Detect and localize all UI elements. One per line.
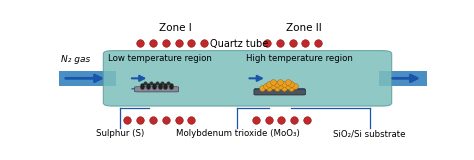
FancyBboxPatch shape: [103, 51, 392, 106]
Text: Low temperature region: Low temperature region: [109, 53, 212, 63]
Text: SiO₂/Si substrate: SiO₂/Si substrate: [333, 129, 406, 138]
Text: Zone I: Zone I: [159, 23, 191, 33]
Text: High temperature region: High temperature region: [246, 53, 353, 63]
Text: Zone II: Zone II: [286, 23, 321, 33]
Bar: [379, 71, 427, 86]
FancyBboxPatch shape: [135, 87, 179, 92]
Text: N₂ gas: N₂ gas: [61, 55, 91, 64]
Text: Quartz tube: Quartz tube: [210, 39, 268, 49]
Text: Molybdenum trioxide (MoO₃): Molybdenum trioxide (MoO₃): [175, 129, 299, 138]
Text: Sulphur (S): Sulphur (S): [96, 129, 144, 138]
FancyBboxPatch shape: [254, 89, 305, 95]
Bar: [59, 71, 116, 86]
